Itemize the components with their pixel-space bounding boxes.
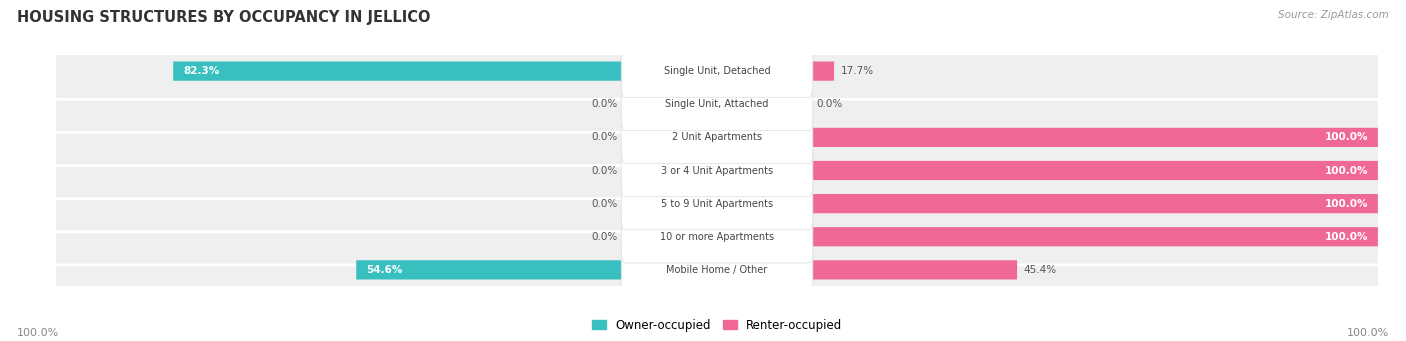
Text: 10 or more Apartments: 10 or more Apartments [659,232,775,242]
Text: 45.4%: 45.4% [1024,265,1057,275]
Text: Source: ZipAtlas.com: Source: ZipAtlas.com [1278,10,1389,20]
Text: 54.6%: 54.6% [366,265,402,275]
FancyBboxPatch shape [621,45,813,97]
FancyBboxPatch shape [621,244,813,296]
Text: 0.0%: 0.0% [592,165,617,176]
Text: 3 or 4 Unit Apartments: 3 or 4 Unit Apartments [661,165,773,176]
FancyBboxPatch shape [53,209,1381,265]
Text: 2 Unit Apartments: 2 Unit Apartments [672,132,762,143]
Text: 0.0%: 0.0% [815,99,842,109]
Text: Single Unit, Attached: Single Unit, Attached [665,99,769,109]
FancyBboxPatch shape [717,194,1378,213]
Text: 0.0%: 0.0% [592,232,617,242]
Text: 100.0%: 100.0% [1347,328,1389,338]
Text: Mobile Home / Other: Mobile Home / Other [666,265,768,275]
FancyBboxPatch shape [717,61,834,81]
FancyBboxPatch shape [717,260,1017,280]
FancyBboxPatch shape [717,161,1378,180]
Text: Single Unit, Detached: Single Unit, Detached [664,66,770,76]
Text: 0.0%: 0.0% [592,198,617,209]
FancyBboxPatch shape [621,177,813,230]
Legend: Owner-occupied, Renter-occupied: Owner-occupied, Renter-occupied [592,318,842,331]
Text: 0.0%: 0.0% [592,132,617,143]
Text: 5 to 9 Unit Apartments: 5 to 9 Unit Apartments [661,198,773,209]
FancyBboxPatch shape [621,111,813,164]
FancyBboxPatch shape [717,128,1378,147]
FancyBboxPatch shape [717,227,1378,246]
FancyBboxPatch shape [53,76,1381,132]
Text: 100.0%: 100.0% [1324,232,1368,242]
Text: 100.0%: 100.0% [1324,165,1368,176]
FancyBboxPatch shape [53,142,1381,199]
FancyBboxPatch shape [173,61,717,81]
FancyBboxPatch shape [53,109,1381,165]
Text: HOUSING STRUCTURES BY OCCUPANCY IN JELLICO: HOUSING STRUCTURES BY OCCUPANCY IN JELLI… [17,10,430,25]
Text: 0.0%: 0.0% [592,99,617,109]
FancyBboxPatch shape [621,78,813,130]
FancyBboxPatch shape [53,43,1381,99]
Text: 100.0%: 100.0% [17,328,59,338]
FancyBboxPatch shape [621,211,813,263]
Text: 100.0%: 100.0% [1324,132,1368,143]
FancyBboxPatch shape [621,144,813,197]
FancyBboxPatch shape [53,242,1381,298]
Text: 100.0%: 100.0% [1324,198,1368,209]
FancyBboxPatch shape [356,260,717,280]
Text: 82.3%: 82.3% [183,66,219,76]
FancyBboxPatch shape [53,176,1381,232]
Text: 17.7%: 17.7% [841,66,873,76]
